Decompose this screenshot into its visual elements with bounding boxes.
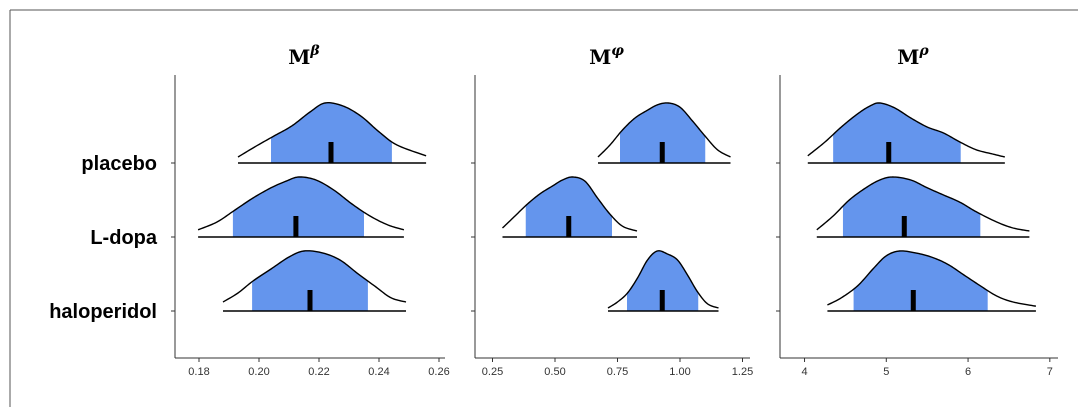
density-curve	[502, 176, 638, 232]
density-curve	[197, 176, 405, 231]
median	[328, 142, 334, 163]
credible-interval	[853, 250, 988, 311]
density-curve	[816, 176, 1030, 232]
density-curve	[597, 102, 731, 158]
x-tick-label: 0.24	[368, 366, 389, 378]
credible-interval	[252, 250, 368, 311]
x-tick-label: 0.25	[482, 366, 503, 378]
median	[901, 216, 907, 237]
density-curve	[807, 102, 1006, 158]
x-tick-label: 7	[1047, 366, 1053, 378]
panel-title: Mρ	[897, 43, 929, 69]
title-sup: ρ	[918, 43, 929, 59]
row-label: placebo	[81, 153, 157, 175]
title-main: M	[288, 45, 310, 69]
x-tick-label: 1.00	[669, 366, 690, 378]
median	[659, 290, 665, 311]
x-tick-label: 0.26	[428, 366, 449, 378]
x-tick-label: 0.18	[188, 366, 209, 378]
median	[293, 216, 299, 237]
x-tick-label: 1.25	[732, 366, 753, 378]
x-tick-label: 0.20	[248, 366, 269, 378]
credible-interval	[620, 102, 706, 163]
credible-interval	[842, 177, 981, 237]
title-main: M	[897, 45, 919, 69]
title-sup: φ	[611, 43, 624, 59]
median	[307, 290, 313, 311]
row-label: L-dopa	[90, 227, 158, 249]
median	[659, 142, 665, 163]
density-curve	[607, 250, 719, 309]
x-tick-label: 6	[965, 366, 971, 378]
density-curve	[237, 102, 427, 158]
panel-title: Mφ	[589, 43, 624, 69]
title-sup: β	[309, 43, 320, 59]
density-curve	[222, 250, 407, 303]
row-label: haloperidol	[49, 301, 157, 323]
credible-interval	[833, 102, 961, 163]
credible-interval	[627, 250, 699, 311]
credible-interval	[232, 176, 364, 237]
x-tick-label: 4	[801, 366, 807, 378]
median	[566, 216, 572, 237]
credible-interval	[525, 176, 612, 237]
panel-title: Mβ	[288, 43, 320, 69]
title-main: M	[589, 45, 611, 69]
x-tick-label: 0.75	[607, 366, 628, 378]
x-tick-label: 0.22	[308, 366, 329, 378]
median	[910, 290, 916, 311]
median	[886, 142, 892, 163]
density-curve	[827, 250, 1037, 307]
x-tick-label: 0.50	[544, 366, 565, 378]
x-tick-label: 5	[883, 366, 889, 378]
credible-interval	[271, 102, 392, 163]
